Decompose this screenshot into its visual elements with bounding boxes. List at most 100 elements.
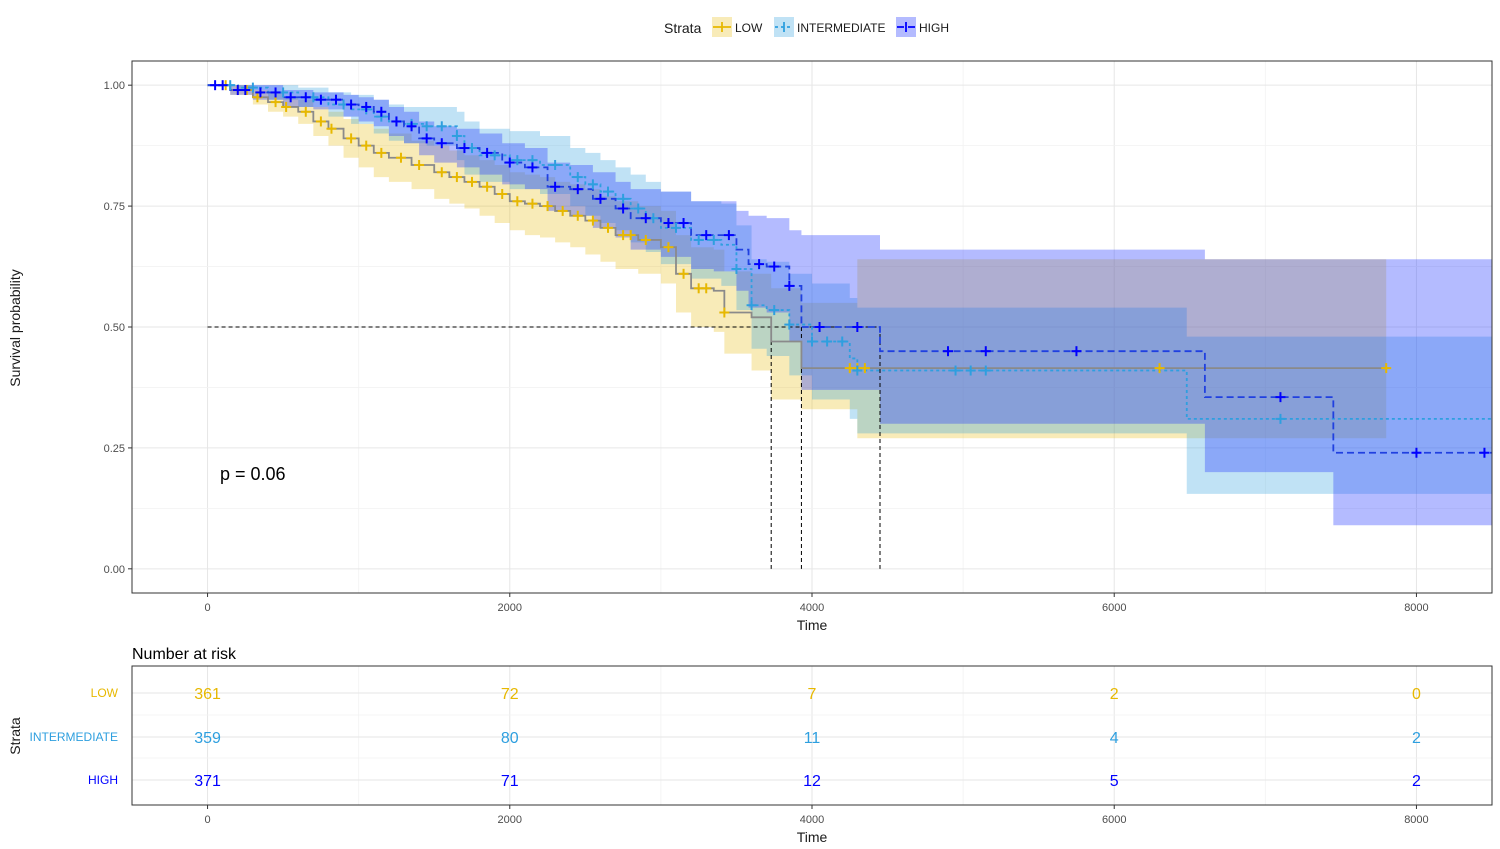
censor-mark-intermediate	[421, 121, 432, 132]
censor-mark-high	[784, 280, 795, 291]
legend-item-high: HIGH	[896, 17, 949, 37]
censor-mark-high	[814, 322, 825, 332]
risk-x-axis-ticks: 0 2000 4000 6000 8000	[204, 805, 1429, 826]
censor-mark-high	[346, 99, 357, 110]
censor-mark-high	[527, 162, 538, 173]
censor-mark-intermediate	[512, 155, 523, 166]
censor-mark-intermediate	[618, 193, 629, 204]
censor-mark-high	[1479, 447, 1490, 458]
censor-mark-high	[240, 85, 251, 96]
censor-mark-low	[542, 201, 553, 212]
p-value-annotation: p = 0.06	[220, 464, 286, 484]
censor-mark-intermediate	[965, 365, 976, 376]
censor-mark-high	[361, 101, 372, 112]
legend-item-low: LOW	[712, 17, 763, 37]
censor-mark-high	[255, 87, 266, 98]
censor-mark-low	[587, 215, 598, 226]
censor-mark-low	[557, 205, 568, 216]
censor-mark-intermediate	[950, 365, 961, 376]
censor-mark-intermediate	[247, 82, 258, 93]
censor-mark-high	[1411, 447, 1422, 458]
risk-value-high: 2	[1412, 773, 1421, 790]
y-tick-label: 1.00	[104, 80, 125, 92]
legend-title: Strata	[664, 20, 702, 36]
censor-mark-intermediate	[784, 319, 795, 330]
censor-mark-intermediate	[693, 234, 704, 245]
censor-mark-intermediate	[550, 159, 561, 170]
risk-table-title: Number at risk	[132, 646, 237, 663]
censor-mark-low	[701, 283, 712, 294]
risk-x-tick-label: 6000	[1102, 814, 1126, 826]
censor-mark-low	[603, 222, 613, 233]
censor-mark-low	[436, 167, 447, 178]
risk-value-high: 12	[803, 773, 821, 790]
median-lines	[207, 326, 881, 569]
censor-mark-high	[459, 143, 470, 154]
censor-mark-intermediate	[671, 222, 681, 233]
censor-mark-low	[719, 307, 730, 318]
risk-x-tick-label: 0	[204, 814, 210, 826]
censor-mark-intermediate	[837, 336, 848, 347]
censor-mark-high	[618, 203, 629, 214]
risk-value-high: 71	[501, 773, 519, 790]
risk-value-intermediate: 4	[1110, 730, 1119, 747]
censor-mark-high	[640, 213, 651, 224]
censor-mark-low	[414, 159, 425, 170]
risk-value-intermediate: 2	[1412, 730, 1421, 747]
risk-x-tick-label: 4000	[800, 814, 824, 826]
censor-mark-low	[482, 181, 493, 192]
censor-mark-high	[482, 147, 493, 158]
censor-mark-high	[406, 121, 417, 132]
risk-row-label-intermediate: INTERMEDIATE	[30, 730, 118, 744]
censor-mark-high	[436, 138, 447, 149]
risk-value-intermediate: 11	[804, 730, 821, 747]
y-axis-ticks: 0.00 0.25 0.50 0.75 1.00	[104, 80, 132, 576]
censor-mark-high	[595, 193, 606, 204]
censor-mark-low	[640, 234, 651, 245]
censor-mark-high	[285, 92, 296, 103]
risk-value-intermediate: 80	[501, 730, 519, 747]
censor-mark-intermediate	[489, 150, 500, 161]
censor-mark-low	[625, 230, 636, 241]
censor-mark-intermediate	[980, 365, 991, 376]
censor-mark-high	[421, 133, 432, 144]
censor-mark-intermediate	[436, 121, 447, 132]
censor-mark-high	[663, 218, 674, 229]
censor-mark-low	[512, 196, 523, 207]
risk-row-label-low: LOW	[91, 686, 119, 700]
y-tick-label: 0.25	[104, 443, 125, 455]
censor-mark-intermediate	[1275, 413, 1286, 424]
risk-value-low: 0	[1412, 686, 1421, 703]
censor-mark-low	[572, 210, 583, 221]
censor-mark-intermediate	[746, 300, 757, 311]
y-tick-label: 0.50	[104, 322, 125, 334]
risk-value-low: 72	[501, 686, 519, 703]
censor-mark-high	[391, 116, 402, 127]
censor-mark-low	[663, 242, 674, 253]
y-tick-label: 0.00	[104, 564, 125, 576]
y-axis-title: Survival probability	[7, 269, 23, 387]
censor-mark-high	[678, 218, 689, 229]
censor-mark-intermediate	[572, 172, 583, 183]
confidence-bands	[207, 85, 1493, 526]
censor-mark-high	[852, 322, 863, 332]
censor-mark-low	[859, 363, 870, 374]
censor-mark-low	[527, 198, 538, 209]
censor-mark-high	[331, 94, 341, 105]
x-tick-label: 0	[204, 602, 210, 614]
x-tick-label: 2000	[498, 602, 522, 614]
censor-mark-intermediate	[603, 186, 613, 197]
risk-value-low: 361	[194, 686, 221, 703]
risk-x-tick-label: 8000	[1404, 814, 1428, 826]
survival-curve-low	[207, 84, 1387, 370]
censor-mark-high	[769, 261, 780, 272]
censor-mark-high	[1275, 392, 1286, 403]
censor-mark-low	[315, 116, 326, 127]
censor-mark-low	[346, 133, 357, 144]
censor-mark-low	[270, 97, 281, 108]
confidence-band-low	[207, 85, 1387, 439]
x-tick-label: 8000	[1404, 602, 1428, 614]
